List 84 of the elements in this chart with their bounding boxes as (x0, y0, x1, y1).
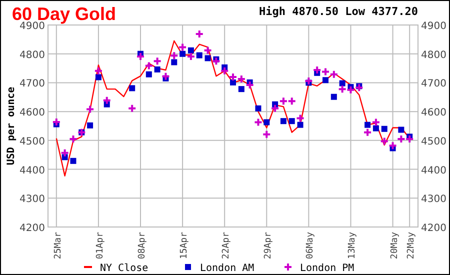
legend-label: London PM (300, 263, 354, 274)
point (196, 52, 202, 58)
point (381, 126, 388, 132)
point (262, 130, 272, 139)
point (220, 66, 230, 76)
y-tick-label: 4800 (20, 50, 45, 61)
x-tick-label: 22Apr (222, 231, 232, 260)
point (296, 114, 305, 123)
point (364, 122, 371, 128)
point (270, 104, 280, 113)
chart-subtitle: High 4870.50 Low 4377.20 (259, 5, 418, 18)
point (178, 42, 188, 52)
point (287, 96, 296, 106)
y-tick-label: 4300 (20, 194, 45, 206)
point (354, 83, 364, 92)
y-tick-label: 4200 (20, 223, 45, 234)
y-axis-title: USD per ounce (6, 86, 17, 166)
y2-tick-label: 4700 (421, 78, 446, 90)
point (102, 96, 112, 105)
y-tick-label: 4400 (20, 165, 45, 176)
point (338, 84, 347, 94)
point (230, 79, 236, 86)
point (330, 94, 337, 100)
point (339, 80, 346, 86)
x-tick-label: 13May (348, 231, 358, 260)
point (188, 47, 194, 54)
y2-tick-label: 4400 (421, 165, 446, 176)
point (254, 118, 263, 127)
y-tick-label: 4500 (20, 136, 45, 148)
x-tick-label: 08Apr (138, 231, 148, 260)
y2-tick-label: 4300 (421, 194, 446, 206)
y2-tick-label: 4200 (421, 223, 446, 234)
point (371, 118, 380, 127)
x-tick-label: 22May (406, 231, 417, 260)
y2-tick-label: 4600 (421, 108, 446, 119)
y-tick-label: 4900 (20, 21, 45, 32)
point (322, 77, 328, 84)
point (60, 148, 70, 158)
x-tick-label: 25Mar (53, 231, 64, 260)
y2-tick-label: 4500 (421, 136, 446, 148)
point (94, 66, 103, 76)
x-tick-label: 20May (390, 231, 400, 260)
point (255, 105, 262, 112)
point (86, 104, 95, 114)
point (95, 74, 102, 80)
y2-tick-label: 4800 (421, 50, 446, 61)
point (171, 59, 178, 66)
point (128, 104, 137, 113)
y-tick-label: 4700 (20, 78, 45, 90)
y2-tick-label: 4900 (421, 21, 446, 32)
point (212, 56, 221, 66)
point (278, 96, 288, 106)
point (146, 71, 152, 78)
point (203, 46, 212, 55)
x-tick-label: 29Apr (264, 231, 274, 260)
point (152, 56, 162, 66)
point (129, 85, 136, 92)
point (398, 126, 404, 133)
point (161, 72, 170, 81)
point (154, 66, 160, 72)
point (70, 158, 76, 164)
legend-label: NY Close (100, 263, 148, 274)
x-tick-label: 15Apr (180, 231, 190, 260)
legend-label: London AM (200, 263, 254, 274)
point (204, 55, 211, 62)
point (288, 118, 295, 124)
x-tick-label: 01Apr (95, 231, 106, 260)
point (238, 86, 244, 92)
point (363, 128, 372, 137)
point (329, 70, 338, 79)
point (180, 50, 186, 57)
point (297, 122, 304, 128)
point (280, 118, 286, 124)
point (380, 136, 389, 146)
point (264, 119, 270, 126)
point (170, 51, 179, 60)
x-tick-label: 06May (306, 231, 316, 260)
point (144, 61, 154, 70)
point (372, 125, 379, 132)
point (87, 122, 94, 128)
point (346, 85, 356, 94)
y-tick-label: 4600 (20, 108, 45, 119)
point (388, 141, 398, 150)
point (321, 67, 330, 76)
